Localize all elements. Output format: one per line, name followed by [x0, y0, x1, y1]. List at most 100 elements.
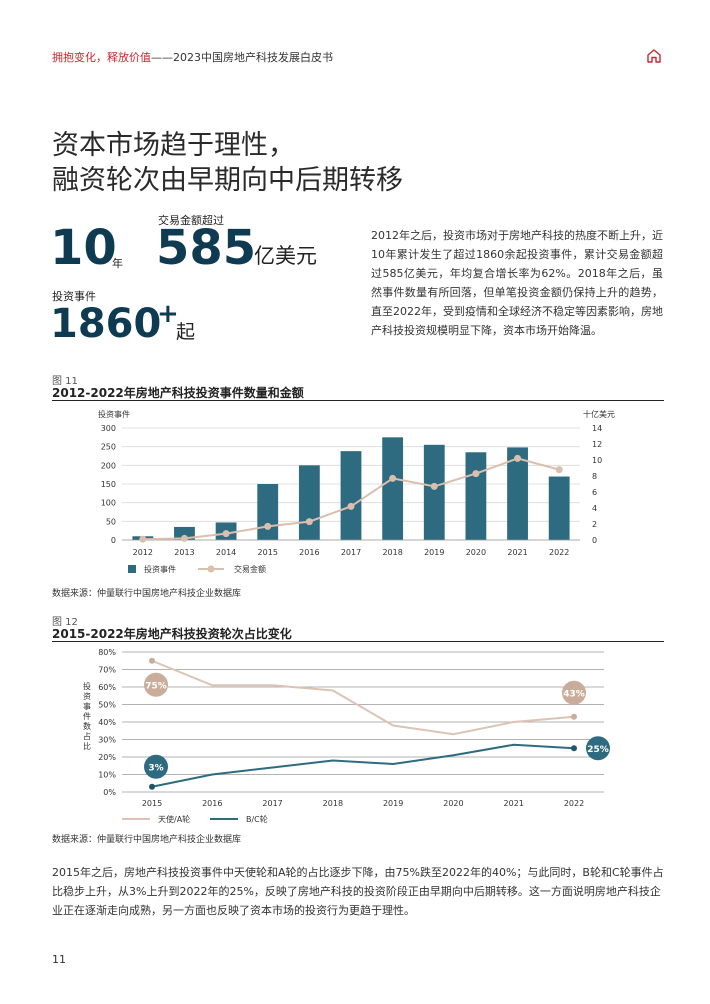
chart1-bar [257, 484, 279, 540]
section-title-line2: 融资轮次由早期向中后期转移 [52, 165, 403, 196]
chart2-annotation-point [571, 713, 577, 720]
stat-events-unit: 起 [176, 321, 196, 343]
chart1-amount-point [222, 530, 230, 538]
chart1-xtick: 2017 [341, 548, 361, 557]
conclusion-paragraph: 2015年之后，房地产科技投资事件中天使轮和A轮的占比逐步下降，由75%跌至20… [52, 866, 664, 917]
chart2-annotation-bubble [562, 680, 586, 705]
stat-events-value: 1860 [50, 301, 162, 347]
chart1-xtick: 2016 [299, 548, 319, 557]
stat-events-plus: + [157, 299, 179, 329]
chart1-xtick: 2015 [258, 548, 278, 557]
chart1-amount-point [305, 518, 313, 526]
chart2-xtick: 2018 [323, 799, 343, 808]
chart1-amount-point [139, 535, 147, 543]
chart1-legend-bar-label: 投资事件 [144, 564, 176, 574]
chart2-xtick: 2015 [142, 799, 162, 808]
chart2-ytick: 80% [98, 648, 116, 657]
chart1-xtick: 2014 [216, 548, 236, 557]
chart2-ylabel: 投资事件数占比 [83, 681, 91, 751]
chart2-annotation-point [149, 657, 155, 664]
page-number: 11 [52, 953, 66, 966]
chart1-bar [465, 452, 487, 540]
figure12-source: 数据来源：仲量联行中国房地产科技企业数据库 [52, 835, 242, 845]
chart1-bar [298, 465, 320, 540]
figure11-chart: 投资事件 十亿美元 0 50 100 150 200 250 300 0 2 4 6 8 10 12 14 201… [98, 409, 615, 574]
header-rest: ——2023中国房地产科技发展白皮书 [151, 51, 333, 64]
chart1-ytick-right: 2 [592, 520, 597, 529]
running-header: 拥抱变化，释放价值——2023中国房地产科技发展白皮书 [52, 49, 333, 65]
chart2-annotation-bubble [586, 736, 610, 761]
chart1-ylabel-left: 投资事件 [98, 409, 130, 419]
chart2-xtick: 2021 [504, 799, 524, 808]
chart2-xtick: 2022 [564, 799, 584, 808]
chart2-annotation-label: 75% [145, 681, 167, 691]
stat-amount-label: 交易金额超过 [158, 214, 224, 227]
chart1-ytick-right: 0 [592, 536, 597, 545]
chart1-bar [423, 444, 445, 540]
chart2-series-line-1 [151, 743, 575, 788]
chart1-ytick-right: 12 [592, 440, 602, 449]
figure11-label: 图 11 [52, 376, 78, 387]
chart1-ytick-left: 250 [101, 443, 116, 452]
chart2-annotation-bubble [144, 754, 168, 779]
figure12-chart: 投资事件数占比 0% 10% 20% 30% 40% 50% 60% 70% 80% 75% 43% 3… [83, 648, 610, 824]
chart1-ytick-right: 8 [592, 472, 597, 481]
chart1-amount-point [347, 502, 355, 510]
chart1-legend-swatch-bar [128, 565, 136, 573]
chart1-legend-line-label: 交易金额 [234, 564, 266, 574]
chart2-xtick: 2020 [443, 799, 463, 808]
chart1-amount-point [555, 466, 563, 474]
chart1-legend-line-marker [207, 565, 215, 573]
chart1-xtick: 2022 [549, 548, 569, 557]
chart1-xtick: 2013 [174, 548, 194, 557]
figure12-rule [52, 641, 664, 642]
chart1-xtick: 2018 [382, 548, 402, 557]
chart2-annotation-label: 3% [148, 763, 163, 773]
chart2-legend-label-angel: 天使/A轮 [158, 814, 190, 824]
chart1-amount-point [180, 534, 188, 542]
header-accent: 拥抱变化，释放价值 [52, 51, 151, 64]
chart2-ytick: 70% [98, 666, 116, 675]
chart1-amount-point [472, 470, 480, 478]
chart2-legend-label-bc: B/C轮 [246, 814, 268, 824]
chart1-bar [382, 437, 404, 540]
intro-paragraph: 2012年之后，投资市场对于房地产科技的热度不断上升，近10年累计发生了超过18… [371, 229, 663, 337]
chart1-ytick-left: 100 [101, 499, 116, 508]
chart2-ytick: 10% [98, 771, 116, 780]
stat-events-label: 投资事件 [52, 290, 96, 303]
figure12-title: 2015-2022年房地产科技投资轮次占比变化 [52, 627, 292, 641]
stat-years-unit: 年 [112, 257, 123, 270]
stat-amount-unit: 亿美元 [254, 244, 317, 268]
chart1-xtick: 2020 [466, 548, 486, 557]
chart2-ytick: 20% [98, 753, 116, 762]
chart1-amount-point [264, 522, 272, 530]
chart1-ylabel-right: 十亿美元 [583, 409, 615, 419]
chart2-ytick: 50% [98, 701, 116, 710]
chart2-series-line-0 [151, 659, 575, 736]
chart1-ytick-right: 14 [592, 424, 602, 433]
chart1-bar [548, 476, 570, 540]
chart1-bar [174, 526, 195, 540]
chart1-amount-point [430, 482, 438, 490]
chart1-ytick-left: 50 [106, 517, 116, 526]
chart1-bar [340, 451, 362, 540]
chart1-amount-point [514, 454, 522, 462]
chart2-ytick: 60% [98, 683, 116, 692]
chart1-ytick-right: 6 [592, 488, 597, 497]
figure12-label: 图 12 [52, 617, 78, 628]
figure11-title: 2012-2022年房地产科技投资事件数量和金额 [52, 386, 304, 400]
chart1-xtick: 2019 [424, 548, 444, 557]
chart2-ytick: 0% [103, 788, 116, 797]
chart2-annotation-point [571, 745, 577, 752]
chart1-ytick-left: 200 [101, 461, 116, 470]
chart2-annotation-label: 25% [587, 745, 609, 755]
chart1-xtick: 2021 [507, 548, 527, 557]
figure11-source: 数据来源：仲量联行中国房地产科技企业数据库 [52, 589, 242, 599]
chart1-ytick-left: 0 [111, 536, 116, 545]
chart2-xtick: 2017 [262, 799, 282, 808]
chart1-ytick-right: 10 [592, 456, 602, 465]
chart1-amount-point [389, 474, 397, 482]
chart2-xtick: 2019 [383, 799, 403, 808]
chart2-xtick: 2016 [202, 799, 222, 808]
home-icon[interactable] [645, 47, 663, 65]
